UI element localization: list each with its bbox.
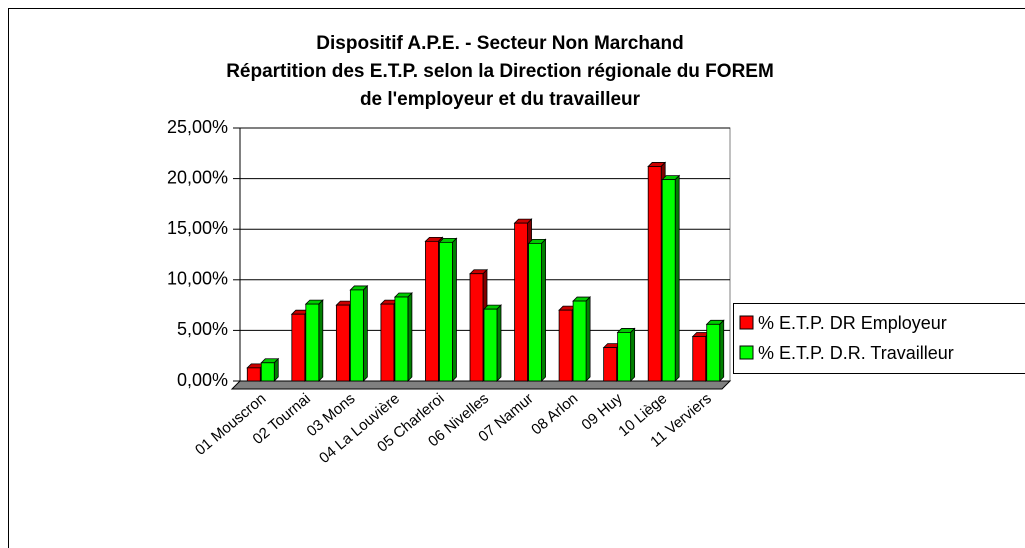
- bar-side: [407, 292, 413, 382]
- y-tick-label: 15,00%: [167, 218, 228, 238]
- bar-front: [572, 300, 587, 382]
- y-tick-label: 10,00%: [167, 269, 228, 289]
- y-tick-label: 25,00%: [167, 117, 228, 137]
- bar: [349, 284, 369, 382]
- y-tick-label: 5,00%: [177, 319, 228, 339]
- bar-front: [528, 242, 542, 382]
- y-tick-label: 0,00%: [177, 370, 228, 390]
- chart-title: Dispositif A.P.E. - Secteur Non Marchand: [316, 33, 683, 54]
- bar: [260, 357, 280, 382]
- bar-side: [273, 357, 279, 382]
- bar-front: [514, 222, 528, 382]
- bar-side: [318, 299, 324, 382]
- floor: [230, 380, 732, 390]
- bar-front: [603, 347, 618, 382]
- legend-swatch: [739, 315, 754, 330]
- bar-front: [692, 336, 707, 382]
- bar: [705, 319, 725, 382]
- chart-title: Répartition des E.T.P. selon la Directio…: [226, 61, 774, 82]
- bar-side: [496, 304, 502, 382]
- bar-side: [452, 237, 457, 382]
- bar-front: [349, 289, 364, 382]
- bar-side: [585, 296, 591, 382]
- legend-swatch: [739, 345, 754, 360]
- bar-front: [246, 367, 261, 382]
- bar-front: [291, 313, 306, 382]
- bar-front: [394, 296, 409, 382]
- bar: [527, 238, 547, 382]
- legend-label: % E.T.P. DR Employeur: [758, 313, 947, 333]
- bar: [393, 292, 413, 382]
- bar-front: [483, 308, 498, 382]
- bar-front: [558, 309, 573, 382]
- bar: [616, 327, 636, 382]
- bar-front: [706, 323, 721, 382]
- bar-front: [425, 240, 439, 382]
- bar-front: [335, 304, 350, 382]
- bar-front: [647, 166, 662, 382]
- bar-front: [380, 303, 395, 382]
- bar-side: [541, 238, 546, 382]
- bar-side: [674, 174, 680, 382]
- bar: [483, 304, 502, 382]
- bar-front: [617, 332, 632, 382]
- bar-side: [630, 327, 636, 382]
- bar-front: [439, 241, 453, 382]
- bar: [304, 299, 324, 382]
- bar: [572, 296, 592, 382]
- y-tick-label: 20,00%: [167, 167, 228, 187]
- bar-front: [469, 273, 484, 382]
- bar-front: [260, 362, 275, 382]
- bar-side: [362, 284, 368, 382]
- bar-side: [719, 319, 725, 382]
- legend-label: % E.T.P. D.R. Travailleur: [758, 343, 954, 363]
- bar-front: [305, 303, 320, 382]
- bar: [438, 237, 458, 382]
- chart-title: de l'employeur et du travailleur: [360, 89, 641, 110]
- bar-front: [661, 179, 676, 382]
- legend-box: [733, 303, 1025, 374]
- bar: [661, 174, 681, 382]
